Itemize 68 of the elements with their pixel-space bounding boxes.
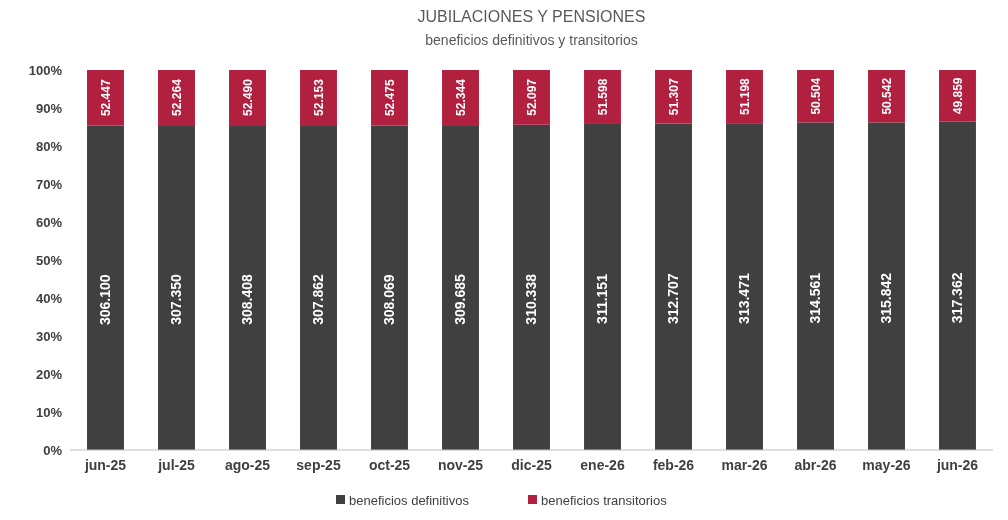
x-tick-label: nov-25 — [437, 457, 484, 473]
annotation: 308.408 — [239, 274, 256, 325]
annotation: 52.097 — [524, 78, 539, 116]
annotation: 310.338 — [523, 273, 540, 325]
x-tick-label: dic-25 — [511, 457, 552, 473]
annotation: 52.447 — [98, 79, 113, 117]
x-tick-label: ago-25 — [224, 457, 271, 473]
bar — [939, 121, 976, 450]
chart-subtitle: beneficios definitivos y transitorios — [425, 32, 638, 48]
y-tick-label: 20% — [35, 366, 63, 382]
y-tick-label: 60% — [35, 214, 63, 230]
x-tick-label: jun-25 — [83, 457, 127, 473]
annotation: 50.542 — [879, 77, 894, 115]
x-tick-label: may-26 — [862, 457, 911, 473]
x-tick-label: sep-25 — [296, 457, 341, 473]
annotation: 313.471 — [736, 273, 753, 324]
y-tick-label: 10% — [35, 404, 63, 420]
bar — [229, 125, 266, 450]
annotation: 52.153 — [311, 78, 326, 116]
bar — [655, 70, 692, 124]
bar — [726, 123, 763, 450]
x-tick-label: oct-25 — [368, 457, 411, 473]
bar — [158, 125, 195, 450]
annotation: 314.561 — [807, 272, 824, 324]
annotation: 317.362 — [949, 272, 966, 324]
chart-title: JUBILACIONES Y PENSIONES — [417, 8, 646, 25]
y-tick-label: 0% — [43, 442, 63, 458]
x-tick-label: feb-26 — [652, 457, 695, 473]
x-tick-label: abr-26 — [794, 457, 837, 473]
annotation: 52.490 — [240, 78, 255, 116]
annotation: 307.350 — [168, 274, 185, 325]
annotation: 306.100 — [97, 274, 114, 326]
x-tick-label: jun-26 — [935, 457, 979, 473]
annotation: 51.598 — [595, 78, 610, 116]
annotation: 52.264 — [169, 78, 184, 116]
x-tick-label: jul-25 — [157, 457, 195, 473]
annotation: 51.307 — [666, 78, 681, 116]
bar — [797, 122, 834, 450]
bar — [584, 123, 621, 450]
annotation: 52.344 — [453, 78, 468, 116]
y-tick-label: 80% — [35, 138, 63, 154]
annotation: 315.842 — [878, 272, 895, 324]
x-tick-label: ene-26 — [580, 457, 625, 473]
annotation: 49.859 — [950, 77, 965, 115]
annotation: 52.475 — [382, 79, 397, 117]
legend-label: beneficios transitorios — [541, 492, 668, 508]
y-tick-label: 100% — [28, 62, 63, 78]
y-tick-label: 90% — [35, 100, 63, 116]
bar — [513, 124, 550, 450]
y-tick-label: 30% — [35, 328, 63, 344]
y-tick-label: 40% — [35, 290, 63, 306]
annotation: 308.069 — [381, 274, 398, 326]
annotation: 309.685 — [452, 274, 469, 325]
bar — [87, 125, 124, 450]
bar — [371, 125, 408, 450]
y-tick-label: 50% — [35, 252, 63, 268]
bar — [442, 125, 479, 450]
bar — [655, 123, 692, 450]
bar — [300, 125, 337, 450]
annotation: 51.198 — [737, 77, 752, 115]
x-tick-label: mar-26 — [721, 457, 768, 473]
annotation: 50.504 — [808, 77, 823, 115]
bar — [868, 122, 905, 450]
annotation: 311.151 — [594, 273, 611, 324]
legend-label: beneficios definitivos — [349, 492, 470, 508]
annotation: 307.862 — [310, 274, 327, 325]
annotation: 312.707 — [665, 273, 682, 325]
y-tick-label: 70% — [35, 176, 63, 192]
